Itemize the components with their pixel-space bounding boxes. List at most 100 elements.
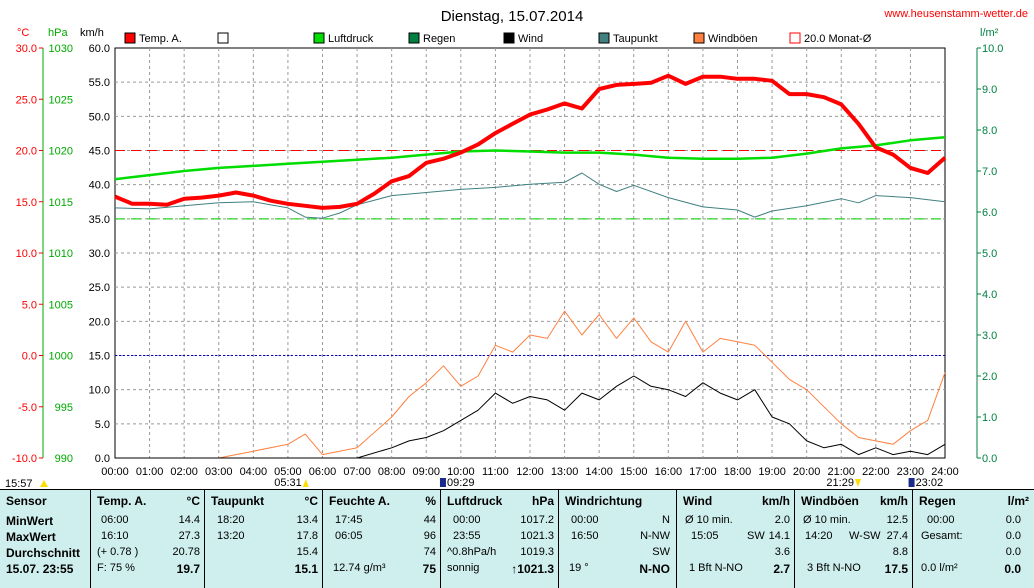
temp-tick-label: 10.0 [16, 248, 37, 260]
rain-cur-value: 0.0 [1004, 562, 1021, 576]
rain-min-value: 0.0 [1006, 514, 1021, 526]
time-tick-label: 14:00 [585, 466, 613, 478]
time-tick-label: 20:00 [793, 466, 821, 478]
time-tick-label: 04:00 [240, 466, 268, 478]
press-header: Luftdruck [447, 494, 502, 508]
wind-avg-value: 3.6 [775, 546, 790, 558]
hpa-tick-label: 1030 [49, 43, 73, 55]
rain-total-value: 0.0 [1006, 530, 1021, 542]
gust-avg-value: 8.8 [893, 546, 908, 558]
time-tick-label: 06:00 [309, 466, 337, 478]
press-unit-label: hPa [532, 494, 554, 508]
kmh-tick-label: 45.0 [89, 146, 110, 158]
hpa-tick-label: 1010 [49, 248, 73, 260]
temp-tick-label: 20.0 [16, 146, 37, 158]
temp-min-time: 06:00 [101, 514, 129, 526]
temp-tick-label: -5.0 [18, 402, 37, 414]
temp-avg-delta: (+ 0.78 ) [97, 546, 138, 558]
legend-label: Wind [518, 33, 543, 45]
kmh-tick-label: 55.0 [89, 77, 110, 89]
legend-swatch [409, 33, 419, 43]
rain-tick-label: 5.0 [982, 248, 997, 260]
rain-tick-label: 1.0 [982, 412, 997, 424]
temp-tick-label: 25.0 [16, 94, 37, 106]
hpa-tick-label: 1015 [49, 197, 73, 209]
gust-max-value: 27.4 [887, 530, 908, 542]
rain-tick-label: 9.0 [982, 84, 997, 96]
dew-max-time: 13:20 [217, 530, 245, 542]
kmh-tick-label: 5.0 [95, 419, 110, 431]
time-tick-label: 07:00 [343, 466, 371, 478]
temp-max-time: 16:10 [101, 530, 129, 542]
kmh-tick-label: 20.0 [89, 316, 110, 328]
temp-header: Temp. A. [97, 494, 146, 508]
gust-cur-value: 17.5 [885, 562, 908, 576]
time-tick-label: 09:00 [412, 466, 440, 478]
rain-unit-label: l/m² [1008, 494, 1029, 508]
wdir-cur-value: N-NO [639, 562, 670, 576]
legend-swatch [504, 33, 514, 43]
sunset-label: 21:29 [826, 477, 854, 489]
temp-max-value: 27.3 [179, 530, 200, 542]
moonrise-icon [440, 478, 446, 487]
left-time-label: 15:57 [5, 478, 33, 489]
hum-header: Feuchte A. [329, 494, 390, 508]
min-label: MinWert [6, 514, 53, 528]
hum-cur-value: 75 [423, 562, 436, 576]
temp-tick-label: 5.0 [22, 299, 37, 311]
hum-avg-value: 74 [424, 546, 436, 558]
hum-min-time: 17:45 [335, 514, 363, 526]
wind-cur-value: 2.7 [773, 562, 790, 576]
rain-min-time: 00:00 [927, 514, 955, 526]
gust-header: Windböen [801, 494, 859, 508]
sunrise-label: 05:31 [274, 477, 302, 489]
rain-tick-label: 2.0 [982, 371, 997, 383]
time-tick-label: 12:00 [516, 466, 544, 478]
legend-label: Temp. A. [139, 33, 182, 45]
dew-min-time: 18:20 [217, 514, 245, 526]
wind-max-time: 15:05 [691, 530, 719, 542]
temp-unit: °C [17, 27, 29, 39]
legend-label: Luftdruck [328, 33, 374, 45]
wind-max-value: 14.1 [769, 530, 790, 542]
rain-tick-label: 3.0 [982, 330, 997, 342]
press-min-value: 1017.2 [520, 514, 554, 526]
legend-swatch [314, 33, 324, 43]
moonset-label: 23:02 [916, 477, 944, 489]
rain-tick-label: 4.0 [982, 289, 997, 301]
moonrise-label: 09:29 [447, 477, 475, 489]
wdir-header: Windrichtung [565, 494, 642, 508]
statistics-panel: Sensor MinWert MaxWert Durchschnitt 15.0… [0, 489, 1034, 588]
legend-label: Regen [423, 33, 455, 45]
hpa-unit: hPa [48, 27, 68, 39]
temp-cur-value: 19.7 [177, 562, 200, 576]
time-tick-label: 01:00 [136, 466, 164, 478]
hpa-tick-label: 990 [55, 453, 73, 465]
chart-title: Dienstag, 15.07.2014 [441, 8, 584, 25]
dew-cur-value: 15.1 [295, 562, 318, 576]
temp-avg-value: 20.78 [172, 546, 200, 558]
press-trend: ^0.8hPa/h [447, 546, 496, 558]
wind-beaufort: 1 Bft N-NO [689, 562, 743, 574]
gust-beaufort: 3 Bft N-NO [807, 562, 861, 574]
temp-tick-label: 0.0 [22, 351, 37, 363]
kmh-tick-label: 60.0 [89, 43, 110, 55]
site-link[interactable]: www.heusenstamm-wetter.de [883, 8, 1028, 20]
press-max-time: 23:55 [453, 530, 481, 542]
hpa-tick-label: 1020 [49, 146, 73, 158]
wdir-min-value: N [662, 514, 670, 526]
legend-swatch [694, 33, 704, 43]
rain-tick-label: 7.0 [982, 166, 997, 178]
press-cur-value: ↑1021.3 [511, 562, 554, 576]
wdir-max-value: N-NW [640, 530, 670, 542]
temp-tick-label: -10.0 [12, 453, 37, 465]
time-tick-label: 13:00 [551, 466, 579, 478]
wind-min-value: 2.0 [775, 514, 790, 526]
kmh-tick-label: 30.0 [89, 248, 110, 260]
hpa-tick-label: 1000 [49, 351, 73, 363]
temp-tick-label: 15.0 [16, 197, 37, 209]
hpa-tick-label: 1005 [49, 299, 73, 311]
